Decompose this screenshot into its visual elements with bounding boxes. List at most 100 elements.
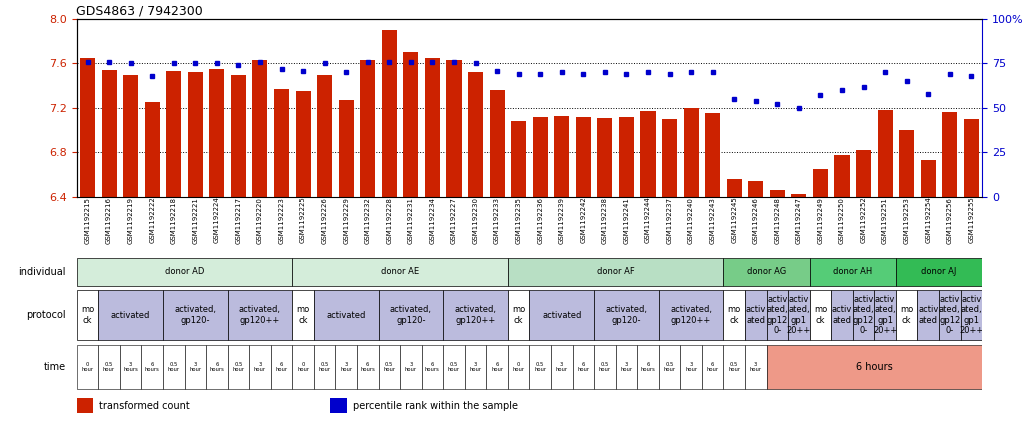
Text: 3
hours: 3 hours [123, 362, 138, 372]
Text: activated: activated [110, 310, 150, 320]
Bar [896, 291, 918, 340]
Text: activated,
gp120++: activated, gp120++ [239, 305, 281, 325]
Text: 0.5
hour: 0.5 hour [664, 362, 675, 372]
Bar [227, 345, 250, 389]
Bar [769, 190, 785, 197]
Text: activ
ated: activ ated [746, 305, 766, 325]
Text: 6
hour: 6 hour [275, 362, 287, 372]
Bar [831, 291, 853, 340]
Text: GSM1192231: GSM1192231 [408, 197, 414, 244]
Text: GSM1192244: GSM1192244 [644, 197, 651, 244]
Text: GSM1192254: GSM1192254 [925, 197, 931, 244]
Text: activ
ated: activ ated [918, 305, 938, 325]
Text: GSM1192223: GSM1192223 [278, 197, 284, 244]
Text: 6
hours: 6 hours [144, 362, 160, 372]
Text: GSM1192238: GSM1192238 [602, 197, 608, 244]
Text: GSM1192232: GSM1192232 [365, 197, 370, 244]
Bar [421, 345, 443, 389]
Text: 0
hour: 0 hour [513, 362, 525, 372]
Text: GSM1192219: GSM1192219 [128, 197, 134, 244]
Text: activated,
gp120++: activated, gp120++ [454, 305, 496, 325]
Bar [443, 345, 464, 389]
Bar [766, 345, 982, 389]
Bar [317, 74, 332, 197]
Text: activ
ated,
gp1
20++: activ ated, gp1 20++ [873, 295, 897, 335]
Bar [939, 291, 961, 340]
Bar [788, 291, 809, 340]
Bar [640, 111, 656, 197]
Text: activ
ated,
gp12
0-: activ ated, gp12 0- [766, 295, 788, 335]
Bar [336, 345, 357, 389]
Text: 6
hour: 6 hour [577, 362, 589, 372]
Bar [490, 90, 504, 197]
Bar [425, 58, 440, 197]
Text: GSM1192252: GSM1192252 [860, 197, 866, 244]
Text: 0.5
hour: 0.5 hour [728, 362, 741, 372]
Bar [723, 258, 809, 286]
Bar [512, 121, 526, 197]
Bar [101, 70, 117, 197]
Text: GSM1192253: GSM1192253 [903, 197, 909, 244]
Text: activated,
gp120++: activated, gp120++ [670, 305, 712, 325]
Bar [141, 345, 163, 389]
Text: GSM1192239: GSM1192239 [559, 197, 565, 244]
Text: activated,
gp120-: activated, gp120- [606, 305, 648, 325]
Bar [293, 345, 314, 389]
Text: 3
hour: 3 hour [340, 362, 352, 372]
Text: activated: activated [326, 310, 366, 320]
Text: 3
hour: 3 hour [470, 362, 482, 372]
Text: GSM1192217: GSM1192217 [235, 197, 241, 244]
Bar [314, 291, 379, 340]
Bar [486, 345, 507, 389]
Bar [382, 30, 397, 197]
Text: donor AE: donor AE [381, 267, 419, 276]
Bar [745, 345, 766, 389]
Bar [659, 291, 723, 340]
Text: 6
hour: 6 hour [707, 362, 719, 372]
Bar [723, 345, 745, 389]
Text: 3
hour: 3 hour [750, 362, 762, 372]
Bar [896, 258, 982, 286]
Text: activ
ated: activ ated [832, 305, 852, 325]
Bar [296, 91, 311, 197]
Bar [293, 291, 314, 340]
Text: GSM1192240: GSM1192240 [688, 197, 694, 244]
Text: GSM1192229: GSM1192229 [343, 197, 349, 244]
Bar [507, 291, 530, 340]
Text: 0
hour: 0 hour [82, 362, 93, 372]
Bar [921, 160, 936, 197]
Bar [597, 118, 613, 197]
Bar [400, 345, 421, 389]
Text: GSM1192247: GSM1192247 [796, 197, 802, 244]
Text: GSM1192256: GSM1192256 [946, 197, 952, 244]
Text: donor AG: donor AG [747, 267, 786, 276]
Text: activated,
gp120-: activated, gp120- [390, 305, 432, 325]
Bar [637, 345, 659, 389]
Text: GSM1192250: GSM1192250 [839, 197, 845, 244]
Text: GSM1192251: GSM1192251 [882, 197, 888, 244]
Bar [98, 345, 120, 389]
Text: GSM1192216: GSM1192216 [106, 197, 113, 244]
Text: 6
hours: 6 hours [210, 362, 224, 372]
Text: 6
hours: 6 hours [425, 362, 440, 372]
Text: GSM1192220: GSM1192220 [257, 197, 263, 244]
Text: GSM1192227: GSM1192227 [451, 197, 457, 244]
Bar [144, 102, 160, 197]
Text: 3
hour: 3 hour [555, 362, 568, 372]
Bar [507, 258, 723, 286]
Text: 0.5
hour: 0.5 hour [168, 362, 180, 372]
Bar [166, 71, 181, 197]
Bar [792, 195, 806, 197]
Text: GSM1192235: GSM1192235 [516, 197, 522, 244]
Bar [918, 291, 939, 340]
Text: 3
hour: 3 hour [405, 362, 417, 372]
Text: GSM1192242: GSM1192242 [580, 197, 586, 244]
Bar [98, 291, 163, 340]
Text: 3
hour: 3 hour [685, 362, 697, 372]
Text: GSM1192236: GSM1192236 [537, 197, 543, 244]
Bar [961, 291, 982, 340]
Bar [360, 60, 375, 197]
Text: mo
ck: mo ck [81, 305, 94, 325]
Text: 6 hours: 6 hours [856, 362, 893, 372]
Bar [77, 345, 98, 389]
